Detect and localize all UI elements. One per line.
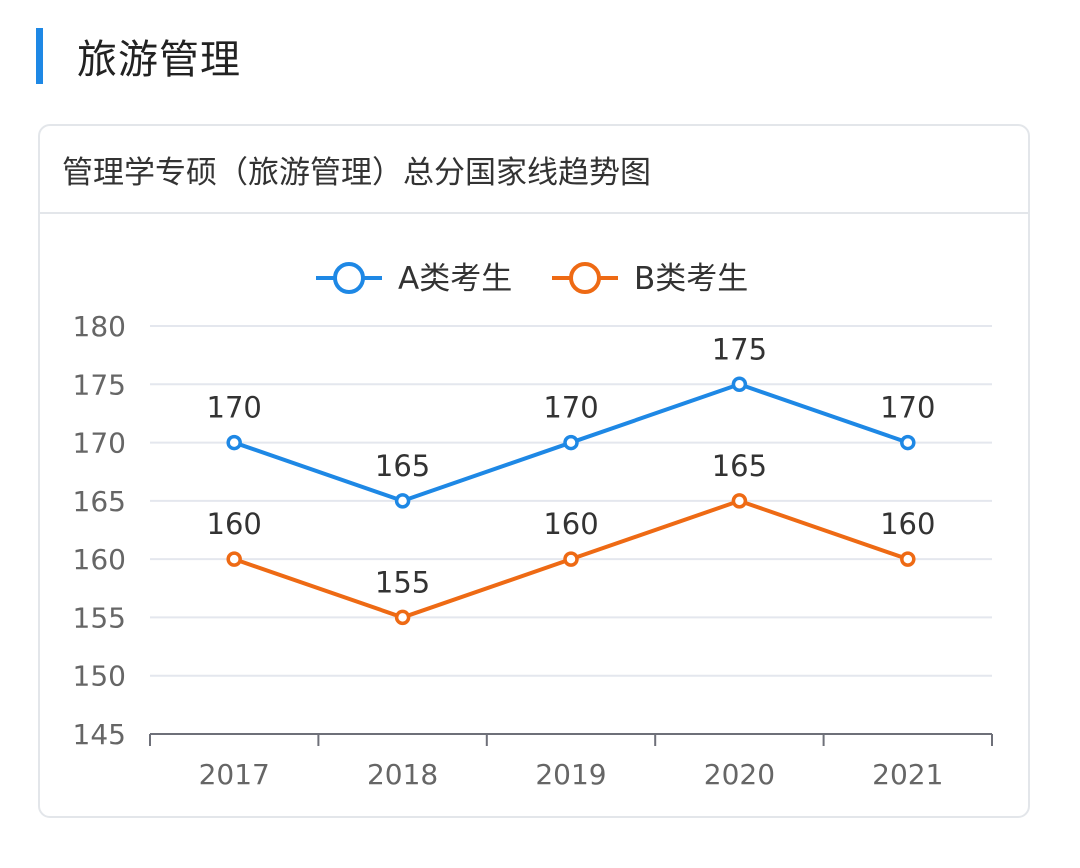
section-title: 旅游管理	[77, 37, 241, 83]
data-label: 155	[375, 565, 430, 599]
data-label: 165	[375, 449, 430, 483]
x-tick-label: 2017	[199, 758, 270, 791]
data-label: 160	[207, 507, 262, 541]
data-point[interactable]	[563, 551, 579, 567]
chart-card: 管理学专硕（旅游管理）总分国家线趋势图 145 150 155 160 165 170 17…	[38, 124, 1030, 818]
chart-card-header: 管理学专硕（旅游管理）总分国家线趋势图	[40, 126, 1028, 214]
x-tick-label: 2020	[704, 758, 775, 791]
x-tick-label: 2019	[535, 758, 606, 791]
data-point[interactable]	[900, 434, 916, 451]
legend-label: A类考生	[398, 261, 512, 297]
y-tick-label: 170	[73, 427, 126, 460]
data-label: 170	[543, 391, 598, 425]
data-point[interactable]	[226, 551, 242, 567]
data-label: 160	[543, 507, 598, 541]
data-labels: 170 165 170 175 170 160 155 160 165 160	[207, 332, 936, 599]
data-point[interactable]	[394, 493, 411, 509]
legend-item-a[interactable]: A类考生	[316, 261, 512, 297]
data-point[interactable]	[900, 551, 916, 567]
x-tick-label: 2018	[367, 758, 438, 791]
chart-title: 管理学专硕（旅游管理）总分国家线趋势图	[62, 154, 651, 191]
y-tick-label: 145	[73, 718, 126, 751]
data-point[interactable]	[731, 376, 748, 393]
data-label: 160	[880, 507, 935, 541]
x-axis-ticks: 2017 2018 2019 2020 2021	[199, 758, 944, 791]
y-tick-label: 155	[73, 601, 126, 634]
legend-item-b[interactable]: B类考生	[552, 261, 748, 297]
x-axis	[149, 733, 993, 746]
data-point[interactable]	[731, 493, 748, 509]
data-point[interactable]	[226, 434, 242, 451]
y-axis-ticks: 145 150 155 160 165 170 175 180	[73, 310, 126, 751]
section-accent-bar	[36, 28, 43, 84]
section-header: 旅游管理	[36, 28, 241, 84]
data-label: 165	[712, 449, 767, 483]
x-tick-label: 2021	[872, 758, 943, 791]
series-layer	[226, 376, 916, 626]
y-tick-label: 175	[73, 368, 126, 401]
data-point[interactable]	[394, 609, 411, 626]
line-chart: 145 150 155 160 165 170 175 180 2017 2018 2019 202…	[73, 261, 993, 791]
legend-marker-icon	[333, 262, 365, 294]
data-label: 170	[207, 391, 262, 425]
grid-layer	[150, 325, 992, 677]
y-tick-label: 165	[73, 485, 126, 518]
data-label: 170	[880, 391, 935, 425]
legend: A类考生 B类考生	[316, 261, 748, 297]
data-label: 175	[712, 332, 767, 366]
data-point[interactable]	[563, 434, 579, 451]
y-tick-label: 180	[73, 310, 126, 343]
legend-label: B类考生	[634, 261, 748, 297]
y-tick-label: 150	[73, 660, 126, 693]
y-tick-label: 160	[73, 543, 126, 576]
legend-marker-icon	[569, 262, 601, 294]
